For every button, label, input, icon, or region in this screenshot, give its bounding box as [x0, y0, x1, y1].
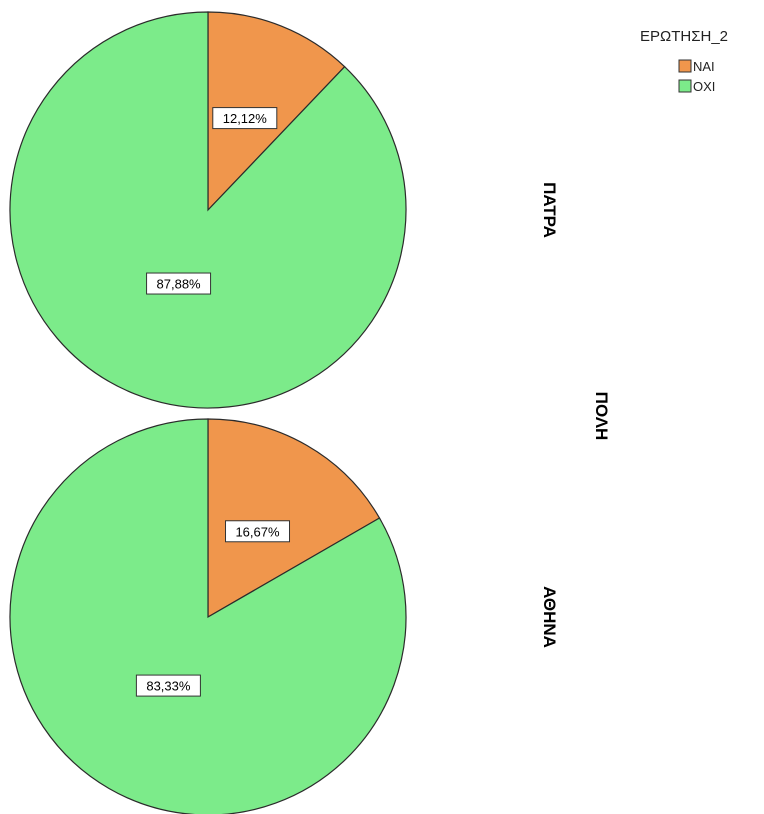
pie-slice-athina-oxi — [9, 418, 407, 814]
panel-label-athina: ΑΘΗΝΑ — [540, 586, 559, 648]
legend-label-nai: ΝΑΙ — [693, 59, 715, 74]
legend-swatch-nai — [678, 59, 692, 73]
svg-text:83,33%: 83,33% — [146, 679, 191, 694]
pie-slice-patra-oxi — [9, 11, 407, 409]
data-label-patra-nai: 12,12% — [212, 107, 278, 130]
legend: ΕΡΩΤΗΣΗ_2 ΝΑΙ ΟΧΙ — [640, 28, 728, 94]
data-label-patra-oxi: 87,88% — [146, 272, 212, 295]
svg-text:87,88%: 87,88% — [157, 277, 202, 292]
legend-label-oxi: ΟΧΙ — [693, 79, 715, 94]
pie-slice-athina-nai — [207, 418, 381, 619]
svg-text:12,12%: 12,12% — [223, 111, 268, 126]
panel-label-patra: ΠΑΤΡΑ — [540, 182, 559, 238]
data-label-athina-nai: 16,67% — [225, 520, 291, 543]
legend-title: ΕΡΩΤΗΣΗ_2 — [640, 28, 728, 45]
legend-swatch-oxi — [678, 79, 692, 93]
svg-text:16,67%: 16,67% — [235, 524, 280, 539]
panel-axis-label: ΠΟΛΗ — [592, 392, 611, 441]
data-label-athina-oxi: 83,33% — [135, 674, 201, 697]
pie-panels: 12,12% 87,88% 16,67% 83,33% — [9, 11, 407, 814]
